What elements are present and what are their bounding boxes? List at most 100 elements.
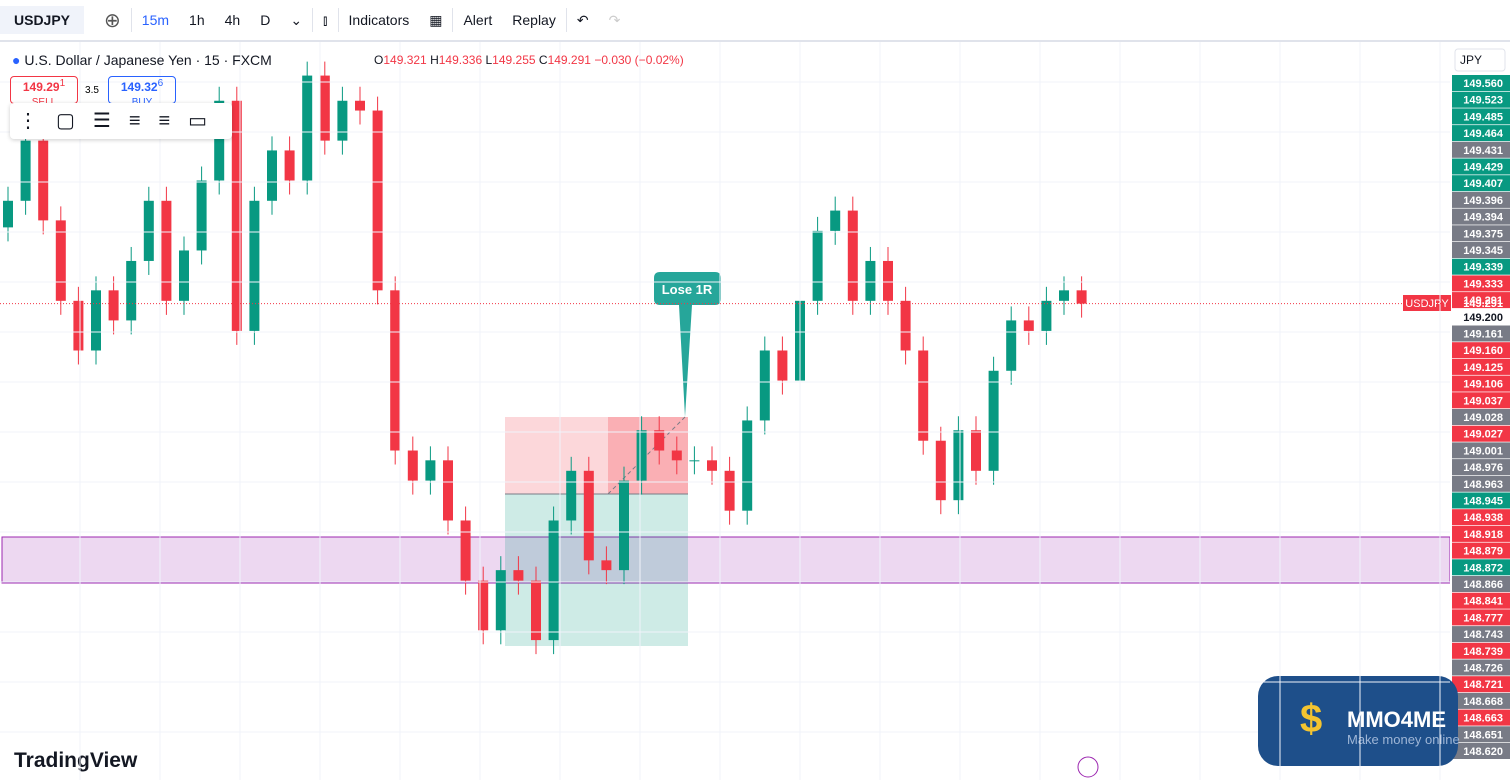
price-label-bg (1452, 108, 1510, 125)
candle-body (865, 260, 876, 301)
price-label-bg (1452, 692, 1510, 709)
sell-button[interactable]: 149.291SELL (10, 76, 78, 108)
price-label: 149.396 (1463, 195, 1503, 207)
candle-body (601, 560, 612, 571)
interval[interactable]: D (260, 12, 271, 28)
indicators-button[interactable]: Indicators (348, 12, 410, 28)
candle-body (161, 200, 172, 301)
price-label-bg (1452, 358, 1510, 375)
price-label: 149.125 (1463, 362, 1503, 374)
interval[interactable]: 15m (141, 12, 170, 28)
price-label-bg (1452, 208, 1510, 225)
candle-body (812, 230, 823, 301)
undo[interactable]: ↶ (576, 11, 589, 28)
price-label: 149.394 (1463, 212, 1504, 224)
price-label-bg (1452, 258, 1510, 275)
price-label: 149.407 (1463, 178, 1503, 190)
sell-price: 149.29 (22, 80, 60, 94)
o: 149.321 (383, 53, 427, 67)
sell-label: SELL (32, 97, 56, 108)
change: −0.030 (−0.02%) (594, 53, 684, 67)
h-label: H (430, 53, 439, 67)
price-label-bg (1452, 275, 1510, 292)
candle-body (918, 350, 929, 441)
candle-body (3, 200, 13, 228)
price-label-bg (1452, 308, 1510, 325)
candle-body (566, 470, 577, 521)
price-label: 148.872 (1463, 562, 1503, 574)
candle-body (284, 150, 295, 181)
price-label-bg (1452, 626, 1510, 643)
candle-body (935, 440, 946, 501)
price-label-bg (1452, 175, 1510, 192)
separator (130, 8, 132, 32)
candle-body (460, 520, 471, 581)
candle-body (55, 220, 66, 301)
spread: 3.5 (85, 85, 99, 96)
price-label-bg (1452, 559, 1510, 576)
price-label: 148.739 (1463, 646, 1503, 658)
candle-body (531, 580, 541, 641)
add-button[interactable]: ⊕ (104, 9, 121, 32)
candle-body (1041, 300, 1052, 331)
replay-button[interactable]: Replay (512, 12, 556, 28)
candle-body (143, 200, 154, 261)
stop-area (505, 417, 688, 494)
redo[interactable]: ↷ (608, 11, 621, 28)
candle-body (742, 420, 753, 511)
candle-body (988, 370, 999, 471)
candle-body (425, 460, 436, 481)
price-label: 149.001 (1463, 445, 1503, 457)
currency-box[interactable] (1454, 48, 1506, 72)
price-label-bg (1452, 576, 1510, 592)
price-label-bg (1452, 242, 1510, 258)
price-label: 149.339 (1463, 262, 1503, 274)
price-label: 148.721 (1463, 679, 1503, 691)
interval-menu[interactable]: ⌄ (290, 11, 303, 28)
candle-body (900, 300, 911, 351)
price-label-bg (1452, 91, 1510, 108)
price-label: 149.485 (1463, 111, 1503, 123)
candle-body (513, 570, 524, 581)
templates-button[interactable]: ▦ (429, 11, 443, 28)
separator (312, 8, 314, 32)
price-label: 149.037 (1463, 395, 1503, 407)
price-label-bg (1452, 592, 1510, 609)
interval[interactable]: 1h (189, 12, 205, 28)
candle-body (671, 450, 682, 461)
candle-body (319, 75, 330, 141)
price-label: 148.668 (1463, 696, 1503, 708)
chart-type[interactable]: ⫾ (323, 11, 328, 28)
price-label: 148.879 (1463, 546, 1503, 558)
price-label: 149.028 (1463, 412, 1503, 424)
price-label: 148.743 (1463, 629, 1503, 641)
price-label-bg (1452, 659, 1510, 676)
price-label-bg (1452, 642, 1510, 659)
price-label-bg (1452, 475, 1510, 492)
buy-button[interactable]: 149.326 BUY (108, 76, 176, 108)
candle-body (267, 150, 277, 201)
candle-body (355, 100, 365, 111)
symbol-search[interactable]: USDJPY (0, 6, 85, 34)
price-label-bg (1452, 709, 1510, 726)
callout (654, 272, 721, 417)
buy-label: BUY (132, 97, 153, 108)
price-label-bg (1452, 609, 1510, 626)
price-label-bg (1452, 325, 1510, 342)
alert-button[interactable]: Alert (463, 12, 493, 28)
price-label: 149.291 (1463, 295, 1503, 307)
price-tag (1403, 295, 1451, 311)
price-label: 149.027 (1463, 429, 1503, 441)
candle-body (108, 290, 119, 321)
price-label-bg (1452, 292, 1510, 309)
callout-text: Lose 1R (662, 282, 713, 297)
price-label: 148.976 (1463, 462, 1503, 474)
drawing-toolbar[interactable]: ⋮▢☰≡≡▭ (10, 103, 232, 139)
title: U.S. Dollar / Japanese Yen · 15 · FXCM (24, 52, 272, 68)
interval[interactable]: 4h (224, 12, 241, 28)
lightning[interactable] (1077, 756, 1099, 778)
candle-body (654, 430, 665, 451)
candle-body (196, 180, 207, 251)
logo: TradingView (14, 749, 138, 772)
